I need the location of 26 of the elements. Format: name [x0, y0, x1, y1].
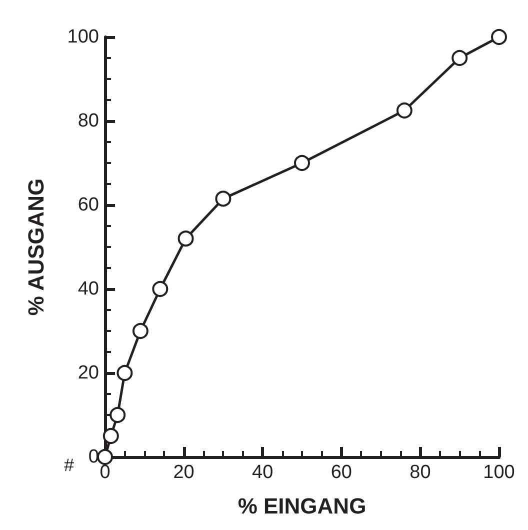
- x-tick-label: 100: [483, 462, 515, 483]
- point: [396, 102, 412, 118]
- text: #: [64, 455, 74, 475]
- point: [152, 281, 168, 297]
- y-tick-label: 60: [78, 194, 99, 216]
- point: [215, 190, 232, 207]
- point: [132, 323, 148, 339]
- point: [97, 449, 113, 465]
- point: [102, 428, 119, 444]
- point: [178, 230, 194, 247]
- x-tick-label: 60: [330, 462, 352, 483]
- point: [452, 50, 468, 66]
- x-tick-label: 80: [410, 462, 431, 483]
- y-tick-label: 100: [67, 26, 99, 48]
- point: [294, 155, 310, 171]
- y-tick-label: 80: [78, 110, 99, 132]
- x-tick-label: 20: [173, 462, 194, 483]
- point: [116, 365, 133, 381]
- y-tick-label: 40: [78, 278, 99, 300]
- y-tick-label: 0: [88, 446, 99, 468]
- y-tick-label: 20: [78, 362, 99, 384]
- point: [110, 407, 126, 423]
- point: [491, 29, 507, 45]
- x-tick-label: 40: [252, 462, 274, 483]
- y-axis-title: % AUSGANG: [24, 178, 48, 316]
- x-axis-title: % EINGANG: [238, 494, 366, 518]
